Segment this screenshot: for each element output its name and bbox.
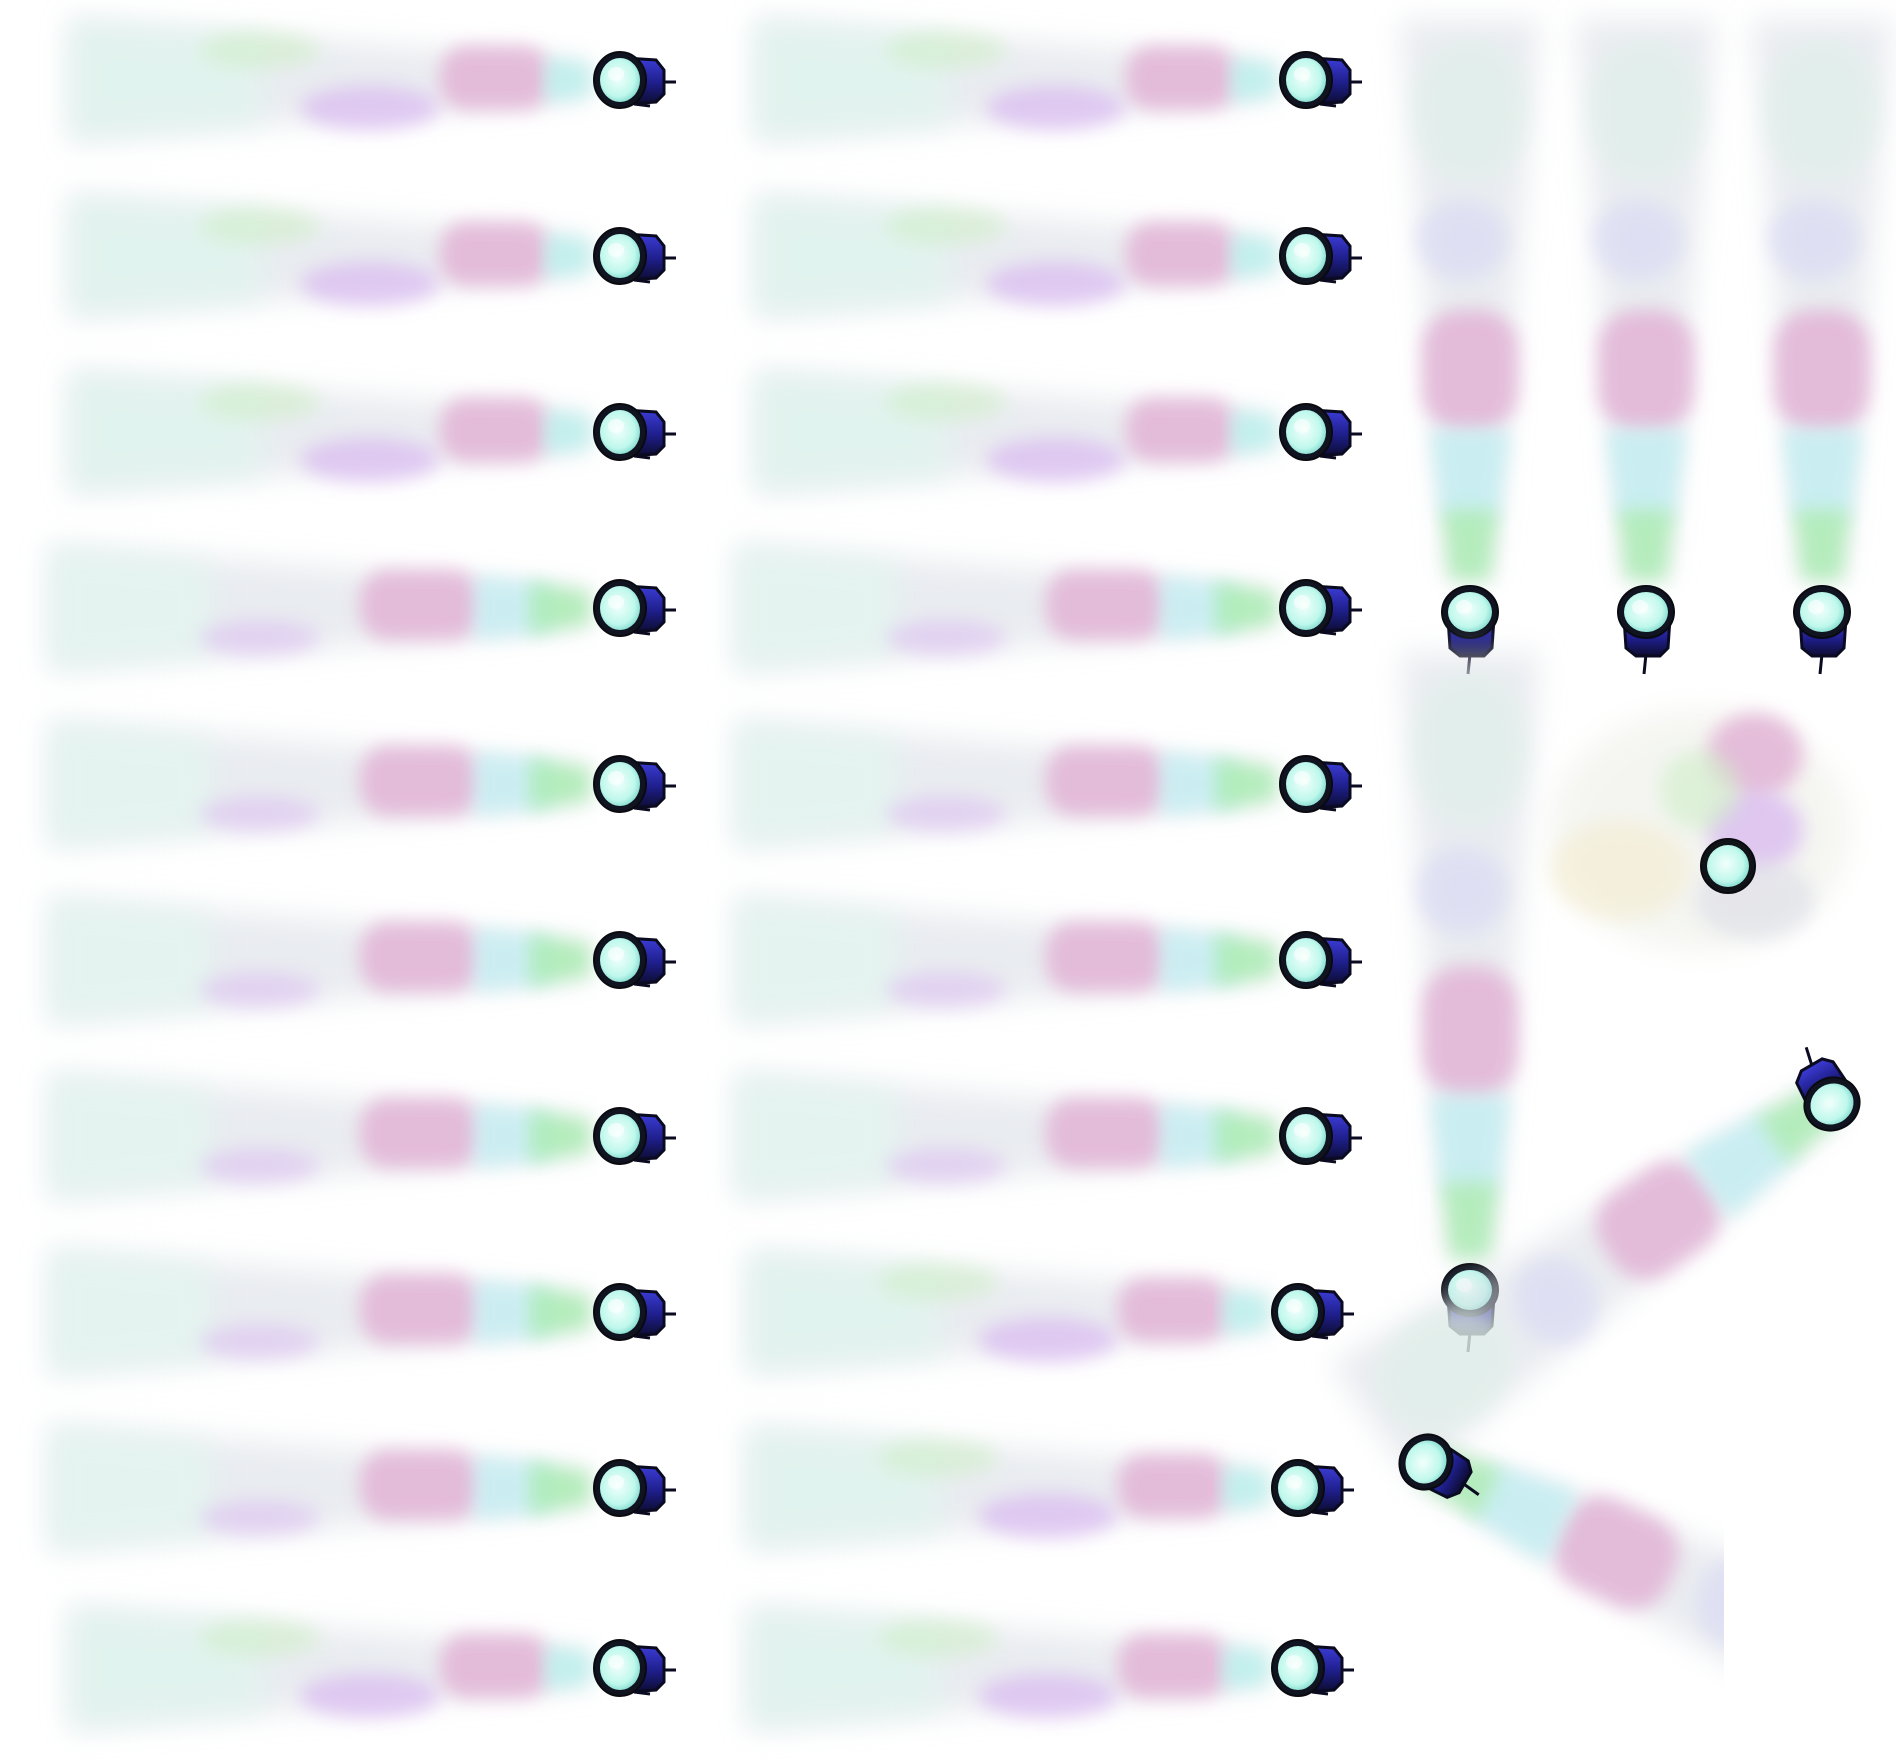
right-middle-single [1400, 653, 1540, 1354]
sprite-frame-m6 [736, 896, 1364, 1024]
sprite-frame-l5 [50, 720, 678, 848]
sprite-frame-m7 [736, 1072, 1364, 1200]
sprite-frame-m5 [736, 720, 1364, 848]
diagonal-down-right [1389, 1401, 1896, 1760]
left-column [50, 18, 678, 1730]
sprite-frame-m3 [756, 370, 1364, 494]
sprite-frame-l6 [50, 896, 678, 1024]
sprite-frame-l1 [70, 18, 678, 142]
spotlight-overhead [1700, 838, 1756, 894]
sprite-frame-l10 [70, 1606, 678, 1730]
sprite-frame-l8 [50, 1248, 678, 1376]
sprite-frame-l4 [50, 544, 678, 672]
sprite-frame-m1 [756, 18, 1364, 142]
sprite-frame-l9 [50, 1424, 678, 1552]
spotlight-diagonal-right [1398, 1433, 1480, 1499]
middle-column [736, 18, 1364, 1730]
sprite-frame-l3 [70, 370, 678, 494]
sprite-frame-m4 [736, 544, 1364, 672]
sprite-frame-up-tall [1400, 653, 1540, 1354]
sprite-frame-up1 [1400, 20, 1540, 676]
top-right-group [1400, 20, 1892, 676]
sprite-frame-m9 [748, 1426, 1356, 1550]
sprite-frame-up2 [1576, 20, 1716, 676]
sprite-frame-m2 [756, 194, 1364, 318]
sprite-frame-m8 [748, 1250, 1356, 1374]
sprite-frame-l7 [50, 1072, 678, 1200]
sprite-frame-l2 [70, 194, 678, 318]
sprite-frame-m10 [748, 1606, 1356, 1730]
sprite-frame-up3 [1752, 20, 1892, 676]
top-down-view [1550, 710, 1850, 950]
